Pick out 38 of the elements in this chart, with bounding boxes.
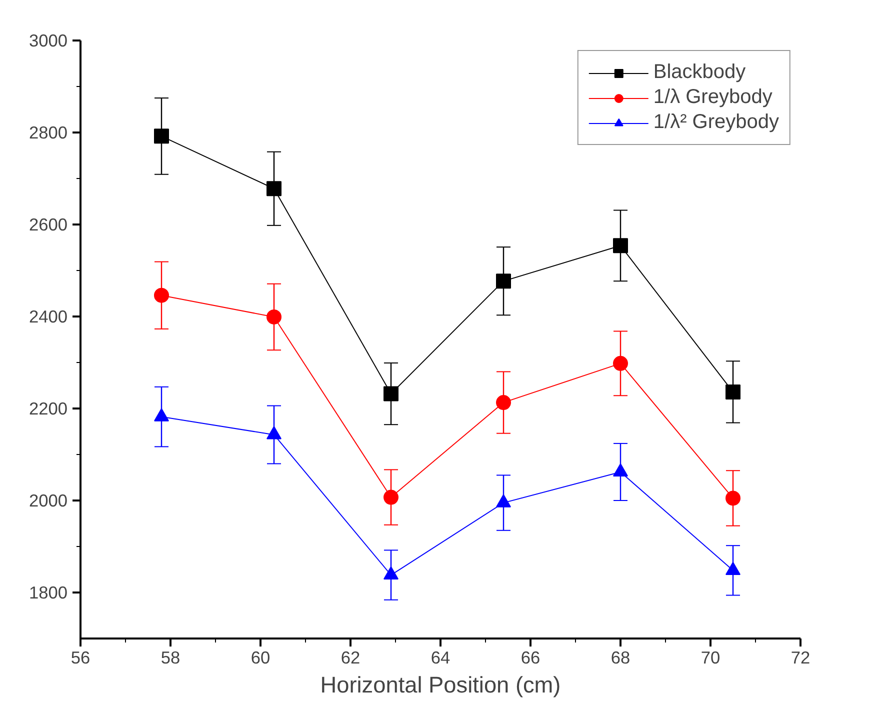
point bbox=[384, 566, 398, 580]
x-tick-label: 62 bbox=[340, 648, 360, 668]
y-tick-label: 2800 bbox=[28, 122, 68, 142]
y-tick-label: 1800 bbox=[28, 582, 68, 602]
y-tick-label: 2000 bbox=[28, 490, 68, 510]
point bbox=[266, 181, 282, 196]
point bbox=[613, 463, 628, 477]
point bbox=[266, 426, 282, 440]
point bbox=[613, 356, 628, 371]
point bbox=[384, 386, 398, 402]
point bbox=[496, 494, 511, 508]
y-tick-label: 2400 bbox=[28, 306, 68, 326]
legend-label: 1/λ Greybody bbox=[653, 86, 772, 109]
x-tick-label: 70 bbox=[700, 648, 720, 668]
point bbox=[726, 562, 740, 575]
point bbox=[613, 238, 628, 254]
x-tick-label: 66 bbox=[520, 648, 540, 668]
x-tick-label: 60 bbox=[250, 648, 270, 668]
legend-label: 1/λ² Greybody bbox=[653, 111, 779, 134]
legend-label: Blackbody bbox=[653, 61, 746, 84]
y-tick-label: 2200 bbox=[28, 398, 68, 418]
x-tick-label: 64 bbox=[430, 648, 450, 668]
point bbox=[726, 490, 740, 506]
x-tick-label: 56 bbox=[70, 648, 90, 668]
point bbox=[496, 274, 511, 289]
point bbox=[154, 128, 169, 144]
point bbox=[266, 309, 282, 324]
y-tick-label: 3000 bbox=[28, 30, 68, 50]
x-tick-label: 58 bbox=[160, 648, 180, 668]
point bbox=[384, 490, 398, 505]
point bbox=[154, 288, 169, 303]
point bbox=[726, 384, 740, 400]
x-tick-label: 72 bbox=[790, 648, 810, 668]
x-tick-label: 68 bbox=[610, 648, 630, 668]
point bbox=[154, 408, 169, 422]
point bbox=[496, 395, 511, 410]
x-axis-title: Horizontal Position (cm) bbox=[320, 672, 561, 698]
y-tick-label: 2600 bbox=[28, 214, 68, 234]
